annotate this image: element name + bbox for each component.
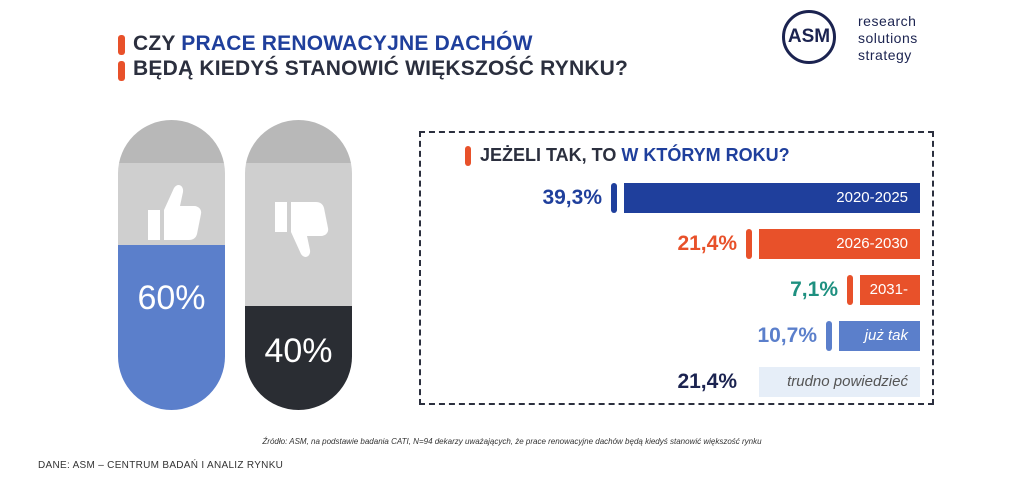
pill-top-cap (245, 120, 352, 163)
bar-marker (826, 321, 832, 351)
thumbs-down-icon (269, 198, 329, 267)
page-title-line2: BĘDĄ KIEDYŚ STANOWIĆ WIĘKSZOŚĆ RYNKU? (133, 57, 629, 80)
bar-marker (847, 275, 853, 305)
bar-value-label: 39,3% (542, 186, 602, 209)
bar-marker (746, 229, 752, 259)
bar-value-label: 10,7% (757, 324, 817, 347)
bar-1: 2026-2030 (759, 229, 920, 259)
bar-0: 2020-2025 (624, 183, 920, 213)
bar-value-label: 21,4% (677, 232, 737, 255)
source-label: DANE: ASM – CENTRUM BADAŃ I ANALIZ RYNKU (38, 460, 284, 471)
bar-value-label: 7,1% (790, 278, 838, 301)
year-breakdown-box (419, 131, 934, 405)
pill-top-cap (118, 120, 225, 163)
pill-value-label: 60% (137, 279, 206, 317)
page-title-line1: CZY PRACE RENOWACYJNE DACHÓW (133, 32, 533, 55)
subtitle: JEŻELI TAK, TO W KTÓRYM ROKU? (480, 145, 790, 165)
pill-value-label: 40% (264, 332, 333, 370)
title-accent-bar (118, 61, 125, 81)
logo-line1: research (858, 13, 917, 29)
bar-4: trudno powiedzieć (759, 367, 920, 397)
title-accent-bar (118, 35, 125, 55)
logo-circle-text: ASM (787, 26, 831, 47)
asm-logo: ASM (782, 10, 836, 64)
bar-2: 2031-2035 (860, 275, 920, 328)
bar-marker (611, 183, 617, 213)
bar-value-label: 21,4% (677, 370, 737, 393)
pill-yes: 60% (118, 120, 225, 410)
pill-fill (245, 306, 352, 410)
subtitle-accent-bar (465, 146, 471, 166)
pill-no: 40% (245, 120, 352, 410)
footnote: Źródło: ASM, na podstawie badania CATI, … (262, 437, 762, 446)
pill-fill (118, 245, 225, 410)
logo-line2: solutions (858, 30, 918, 46)
logo-line3: strategy (858, 47, 912, 63)
bar-3: już tak jest (839, 321, 920, 374)
thumbs-up-icon (142, 180, 202, 249)
